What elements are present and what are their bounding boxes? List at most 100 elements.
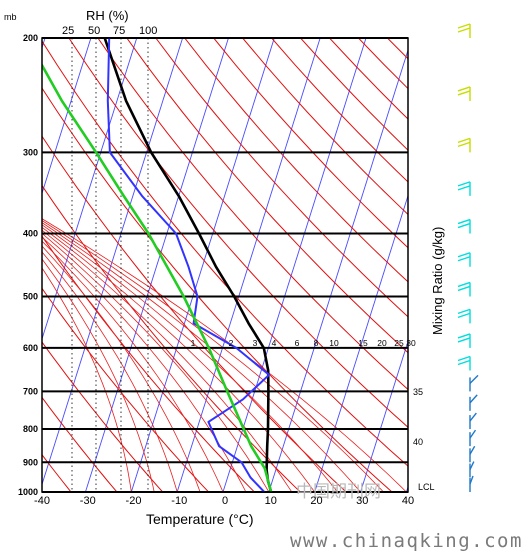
- isotherm-line: [452, 38, 521, 492]
- wind-barb-flag: [457, 285, 471, 292]
- isotherm-line: [268, 48, 408, 492]
- moist-adiabat-line: [42, 224, 338, 492]
- dry-adiabat-line: [184, 38, 408, 283]
- wind-barb-flag: [457, 281, 471, 288]
- x-tick-label: -10: [171, 495, 187, 507]
- dry-adiabat-line: [42, 396, 118, 492]
- dry-adiabat-line: [242, 38, 408, 216]
- x-tick-label: 0: [222, 495, 228, 507]
- sounding-profiles: [42, 38, 273, 492]
- x-tick-label: 40: [402, 495, 414, 507]
- wind-barb-flag: [457, 222, 471, 229]
- mixing-ratio-tick-label: 25: [394, 338, 404, 348]
- wind-barb-flag: [457, 355, 471, 362]
- wind-barb-flag: [457, 333, 471, 339]
- pressure-tick-label: 200: [23, 33, 38, 43]
- wind-barb-flag: [457, 256, 471, 262]
- wind-barb-flag: [469, 374, 479, 384]
- wind-barb-flag: [457, 359, 471, 366]
- source-url: www.chinaqking.com: [290, 530, 521, 551]
- pressure-tick-label: 500: [23, 291, 38, 301]
- x-tick-label: 20: [310, 495, 322, 507]
- wind-barb-flag: [457, 181, 471, 187]
- pressure-tick-label: 900: [23, 457, 38, 467]
- isotherm-line: [42, 38, 184, 486]
- dry-adiabat-line: [271, 38, 408, 183]
- dry-adiabat-line: [42, 87, 393, 492]
- rh-tick-label: 25: [62, 25, 74, 37]
- mixing-ratio-title: Mixing Ratio (g/kg): [430, 227, 445, 335]
- wind-barb-flag: [469, 475, 474, 485]
- isotherm-line: [130, 38, 275, 492]
- rh-tick-label: 100: [139, 25, 157, 37]
- dry-adiabat-line: [126, 38, 408, 354]
- wind-barbs: [457, 23, 479, 492]
- dry-adiabat-line: [213, 38, 408, 249]
- pressure-tick-label: 300: [23, 147, 38, 157]
- isotherm-line: [498, 38, 521, 492]
- parcel-path-line: [42, 62, 273, 492]
- mixing-ratio-tick-label: 6: [295, 338, 300, 348]
- isotherm-line: [222, 38, 367, 492]
- lcl-label: LCL: [418, 482, 435, 492]
- pressure-gridlines: [42, 37, 408, 493]
- isotherm-line: [85, 38, 229, 492]
- x-tick-label: -40: [34, 495, 50, 507]
- pressure-tick-label: 400: [23, 229, 38, 239]
- moist-adiabat-line: [42, 220, 384, 492]
- rh-title: RH (%): [86, 8, 129, 23]
- mixing-ratio-tick-label: 10: [329, 338, 339, 348]
- temperature-profile-line: [103, 38, 273, 492]
- isotherm-line: [42, 38, 92, 195]
- wind-barb-flag: [457, 185, 471, 191]
- wind-barb-flag: [469, 412, 477, 422]
- isotherm-line: [360, 339, 408, 492]
- isotherm-line: [314, 194, 408, 492]
- plot-frame: [41, 37, 409, 493]
- dry-adiabat-line: [0, 38, 25, 492]
- wind-barb-flag: [457, 90, 471, 96]
- wind-barb-flag: [457, 337, 471, 343]
- rh-tick-label: 50: [88, 25, 100, 37]
- moist-adiabat-line: [42, 229, 293, 492]
- dry-adiabat-line: [42, 40, 408, 467]
- mixing-ratio-tick-label: 20: [377, 338, 387, 348]
- wind-barb-flag: [469, 429, 477, 439]
- pressure-unit-label: mb: [4, 12, 17, 22]
- mixing-ratio-tick-label: 1: [191, 338, 196, 348]
- mixing-ratio-tick-label: 2: [229, 338, 234, 348]
- pressure-tick-label: 600: [23, 343, 38, 353]
- wind-barb-flag: [469, 461, 475, 470]
- x-tick-label: 10: [265, 495, 277, 507]
- axis-labels: mb RH (%) Temperature (°C) Mixing Ratio …: [4, 8, 521, 551]
- wind-barb-flag: [457, 312, 471, 319]
- dry-adiabat-line: [329, 38, 408, 120]
- watermark: 中国期刊网: [296, 482, 381, 502]
- x-tick-label: -30: [80, 495, 96, 507]
- wind-barb-flag: [457, 27, 471, 33]
- dry-adiabat-line: [155, 38, 408, 318]
- pressure-tick-label: 1000: [18, 487, 38, 497]
- x-tick-label: -20: [126, 495, 142, 507]
- x-tick-label: 30: [356, 495, 368, 507]
- mixing-ratio-tick-label: 15: [358, 338, 368, 348]
- wind-barb-flag: [457, 86, 471, 92]
- wind-barb-flag: [457, 141, 471, 148]
- wind-barb-flag: [457, 137, 471, 144]
- dry-adiabat-line: [445, 38, 521, 492]
- pressure-tick-label: 800: [23, 424, 38, 434]
- isotherm-line: [176, 38, 321, 492]
- isotherm-line: [405, 485, 408, 492]
- mixing-ratio-tick-label: 8: [314, 338, 319, 348]
- rh-tick-label: 75: [113, 25, 125, 37]
- pressure-tick-label: 700: [23, 386, 38, 396]
- wind-barb-flag: [457, 218, 471, 225]
- wind-barb-flag: [457, 252, 471, 258]
- isotherm-number-label: 35: [413, 387, 423, 397]
- wind-barb-flag: [469, 445, 476, 455]
- x-axis-title: Temperature (°C): [146, 511, 254, 527]
- dry-adiabat-line: [474, 38, 521, 492]
- isotherm-number-label: 40: [413, 437, 423, 447]
- wind-barb-flag: [469, 394, 478, 404]
